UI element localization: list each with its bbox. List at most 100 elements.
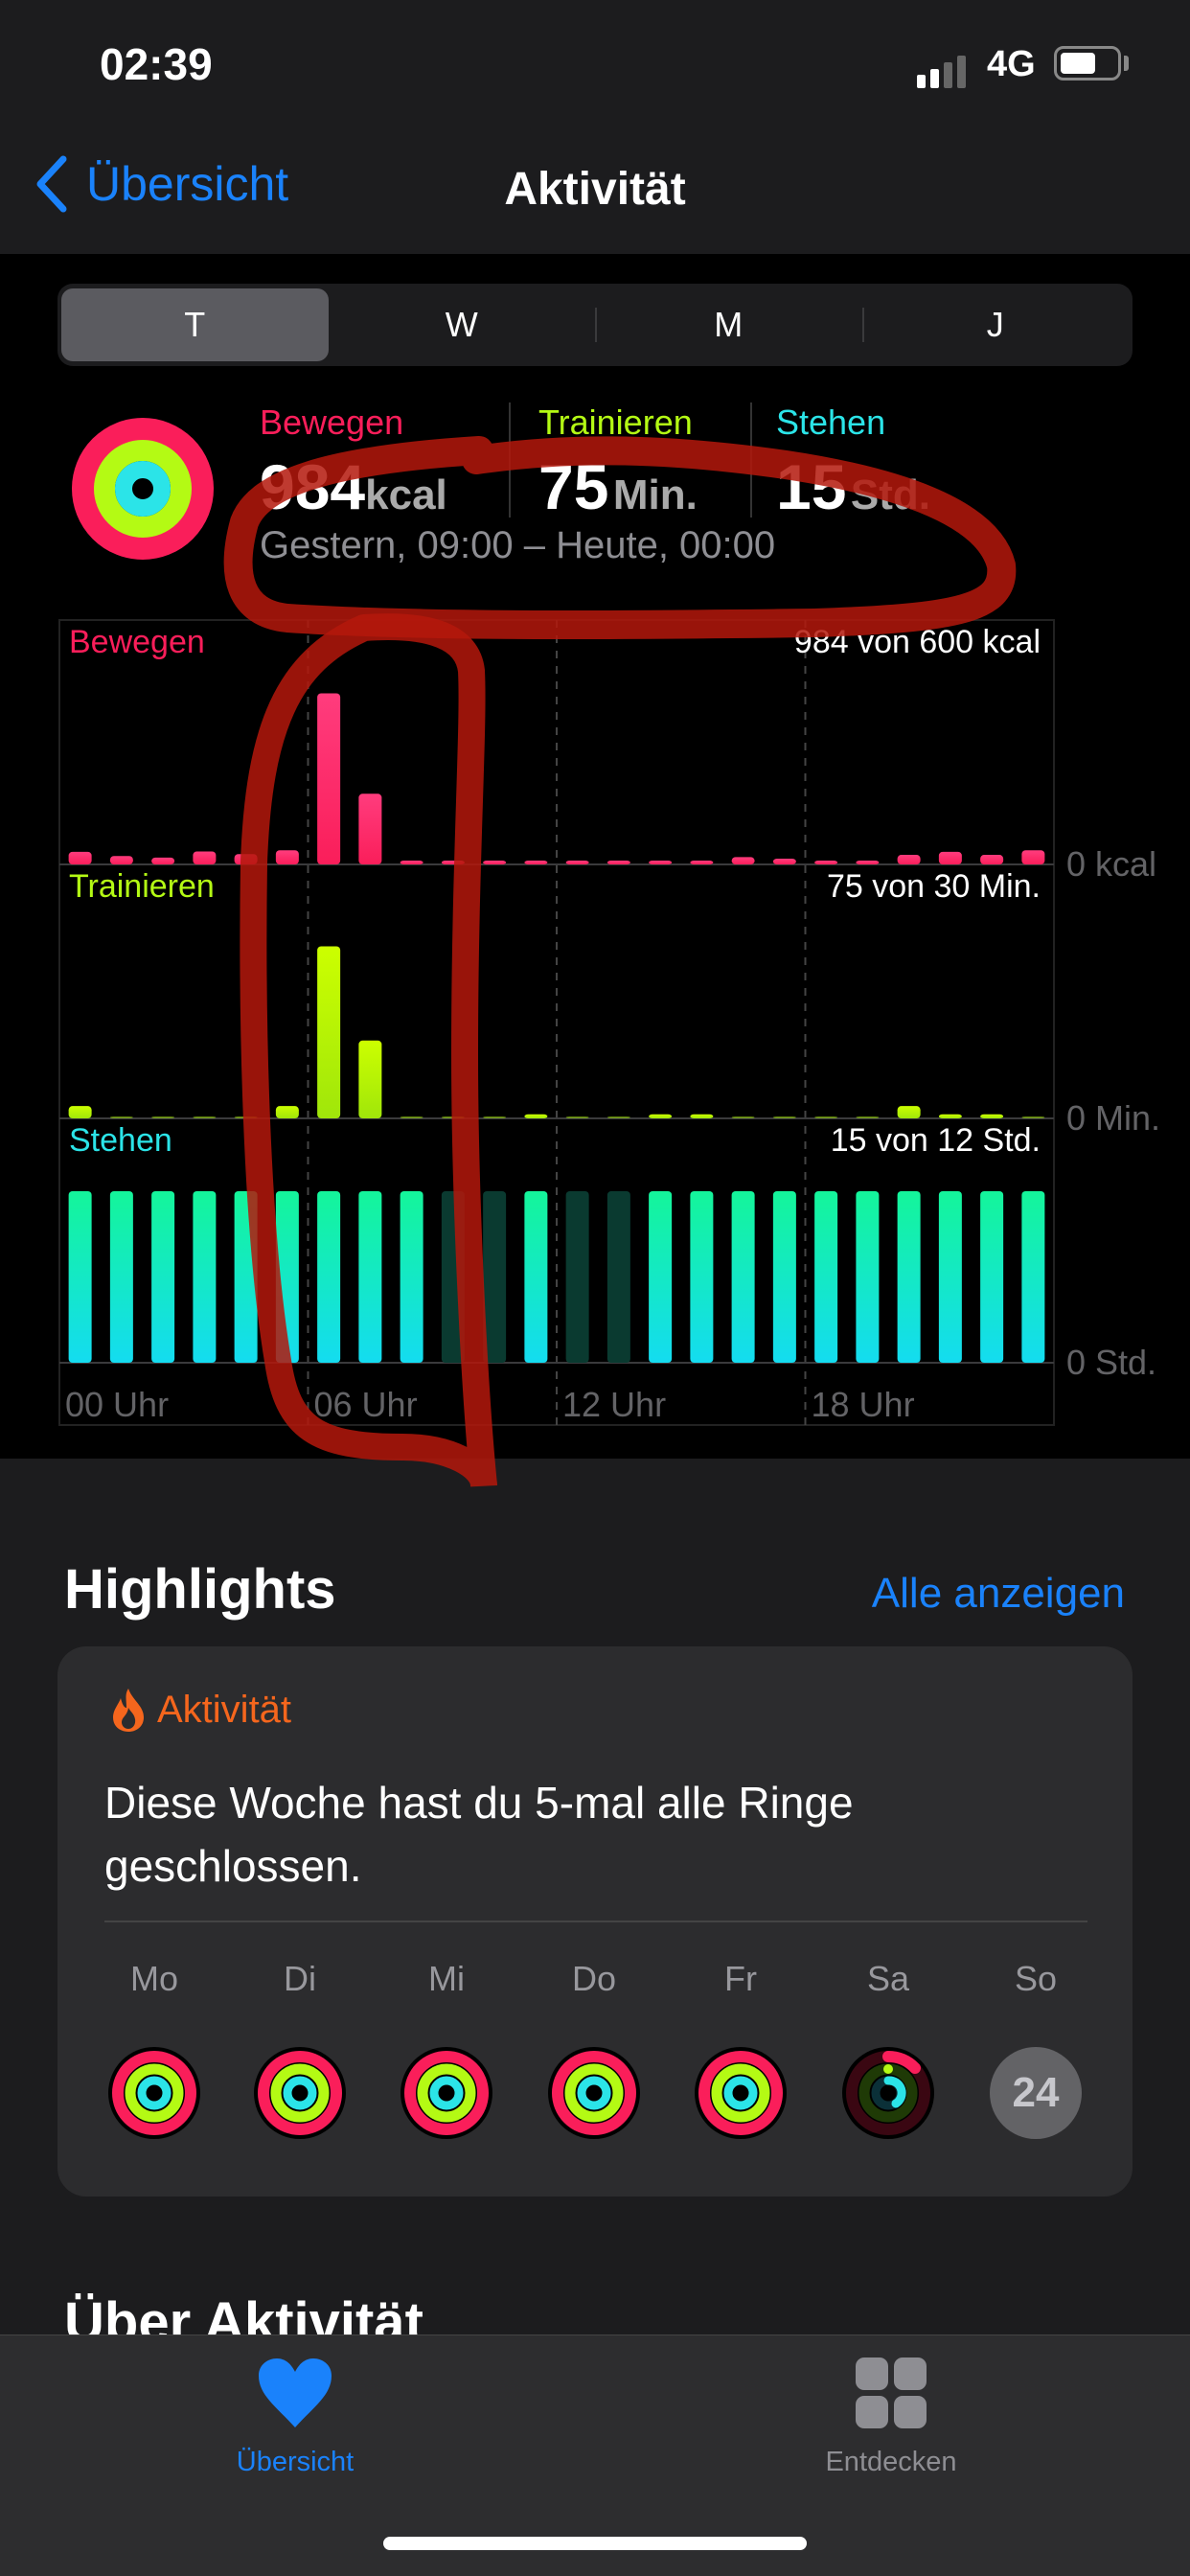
- stand-bar: [814, 1191, 838, 1363]
- stand-bar: [317, 1191, 341, 1363]
- stand-chart-summary: 15 von 12 Std.: [831, 1122, 1041, 1159]
- stand-value: 15 Std.: [776, 450, 930, 523]
- weekday-label: Fr: [724, 1959, 757, 1998]
- stand-bar: [109, 1191, 133, 1363]
- exercise-value: 75 Min.: [538, 450, 698, 523]
- status-bar: 02:39 4G: [0, 0, 1190, 107]
- stand-number: 15: [776, 451, 847, 522]
- x-tick-label: 00 Uhr: [65, 1385, 169, 1424]
- move-bar: [234, 854, 258, 864]
- exercise-bar: [524, 1114, 548, 1118]
- exercise-bar: [317, 946, 341, 1118]
- hourly-activity-chart: Bewegen 984 von 600 kcal 0 kcal Trainieren 7…: [58, 619, 1160, 1426]
- move-label: Bewegen: [260, 402, 404, 442]
- weekday-label: Do: [571, 1959, 617, 1998]
- signal-icon: [917, 56, 966, 88]
- move-chart-title: Bewegen: [69, 624, 205, 660]
- move-baseline-label: 0 kcal: [1066, 844, 1156, 884]
- card-category: Aktivität: [111, 1687, 291, 1733]
- stand-bar: [565, 1191, 589, 1363]
- home-indicator[interactable]: [383, 2537, 807, 2550]
- stand-bar: [234, 1191, 258, 1363]
- back-label: Übersicht: [86, 157, 289, 211]
- flame-icon: [113, 1689, 144, 1732]
- date-range: Gestern, 09:00 – Heute, 00:00: [260, 524, 776, 566]
- exercise-bar: [772, 1116, 796, 1118]
- exercise-bar: [193, 1116, 217, 1118]
- activity-rings-icon: [72, 418, 214, 560]
- move-bar: [1021, 850, 1045, 864]
- move-bar: [814, 861, 838, 864]
- exercise-bar: [234, 1116, 258, 1118]
- exercise-baseline-label: 0 Min.: [1066, 1098, 1160, 1138]
- network-type: 4G: [987, 44, 1036, 84]
- segment-year[interactable]: J: [861, 288, 1130, 361]
- segment-week[interactable]: W: [329, 288, 596, 361]
- stand-bar: [483, 1191, 507, 1363]
- move-bar: [897, 855, 921, 864]
- move-bar: [275, 850, 299, 864]
- stand-bar: [980, 1191, 1004, 1363]
- day-activity-rings-icon[interactable]: [840, 2045, 936, 2141]
- exercise-bar: [814, 1116, 838, 1118]
- stand-bar: [400, 1191, 423, 1363]
- x-tick-label: 06 Uhr: [314, 1385, 418, 1424]
- exercise-bar: [606, 1116, 630, 1118]
- exercise-unit: Min.: [612, 472, 698, 518]
- weekday-label: Sa: [866, 1959, 910, 1998]
- see-all-link[interactable]: Alle anzeigen: [871, 1570, 1125, 1617]
- move-chart-summary: 984 von 600 kcal: [794, 624, 1041, 660]
- day-date-circle[interactable]: 24: [990, 2047, 1082, 2139]
- exercise-bar: [275, 1106, 299, 1118]
- move-unit: kcal: [365, 472, 447, 518]
- move-bar: [483, 861, 507, 864]
- exercise-bar: [690, 1114, 714, 1118]
- stand-baseline-label: 0 Std.: [1066, 1343, 1156, 1382]
- segment-month[interactable]: M: [595, 288, 862, 361]
- divider: [509, 402, 511, 518]
- move-bar: [151, 857, 175, 864]
- page-title: Aktivität: [504, 164, 686, 215]
- day-activity-rings-icon[interactable]: [693, 2045, 789, 2141]
- exercise-bar: [1021, 1116, 1045, 1118]
- stand-bar: [193, 1191, 217, 1363]
- segment-day[interactable]: T: [61, 288, 329, 361]
- tab-overview[interactable]: Übersicht: [151, 2357, 439, 2478]
- stand-bar: [441, 1191, 465, 1363]
- day-activity-rings-icon[interactable]: [546, 2045, 642, 2141]
- exercise-bar: [400, 1116, 423, 1118]
- card-category-label: Aktivität: [157, 1688, 292, 1731]
- day-activity-rings-icon[interactable]: [399, 2045, 494, 2141]
- exercise-bar: [731, 1116, 755, 1118]
- chevron-left-icon: [36, 155, 67, 213]
- move-bar: [772, 859, 796, 864]
- stand-bar: [358, 1191, 382, 1363]
- tab-discover[interactable]: Entdecken: [747, 2357, 1035, 2478]
- exercise-bar: [980, 1114, 1004, 1118]
- exercise-number: 75: [538, 451, 609, 522]
- back-button[interactable]: Übersicht: [34, 155, 288, 213]
- move-bar: [400, 861, 423, 864]
- move-bar: [524, 861, 548, 864]
- x-tick-label: 18 Uhr: [812, 1385, 915, 1424]
- day-activity-rings-icon[interactable]: [106, 2045, 202, 2141]
- move-bar: [731, 857, 755, 864]
- move-value: 984kcal: [260, 450, 447, 523]
- move-bar: [856, 861, 880, 864]
- grid-icon: [856, 2358, 927, 2428]
- move-bar: [317, 693, 341, 864]
- move-bar: [938, 851, 962, 864]
- card-text: Diese Woche hast du 5-mal alle Ringe ges…: [104, 1778, 854, 1891]
- battery-icon: [1054, 46, 1121, 80]
- exercise-bar: [856, 1116, 880, 1118]
- weekday-label: Di: [284, 1959, 316, 1998]
- exercise-bar: [897, 1106, 921, 1118]
- exercise-bar: [649, 1114, 673, 1118]
- move-bar: [649, 861, 673, 864]
- period-segmented-control: T W M J: [57, 284, 1133, 366]
- day-activity-rings-icon[interactable]: [252, 2045, 348, 2141]
- highlight-card[interactable]: Aktivität Diese Woche hast du 5-mal alle…: [57, 1646, 1133, 2196]
- exercise-chart-title: Trainieren: [69, 868, 215, 905]
- exercise-bar: [68, 1106, 92, 1118]
- stand-unit: Std.: [850, 472, 930, 518]
